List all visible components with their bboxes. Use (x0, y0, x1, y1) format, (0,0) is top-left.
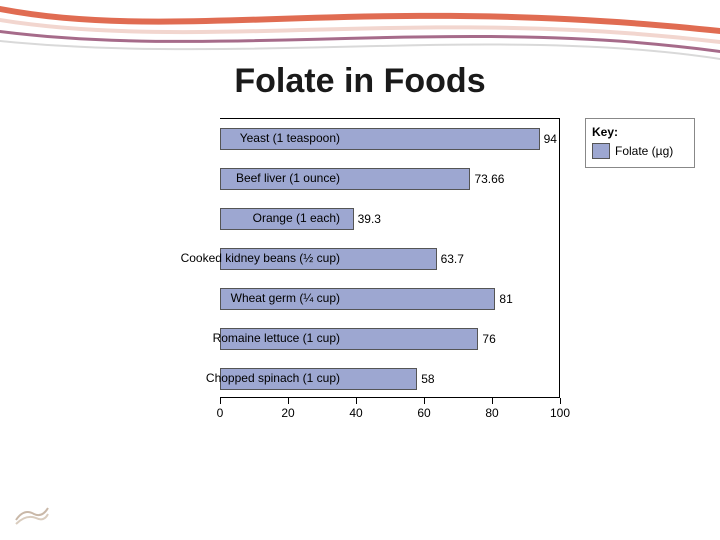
x-tick-label: 100 (550, 406, 570, 420)
x-tick (492, 398, 493, 404)
bar-value: 63.7 (437, 248, 464, 270)
category-label: Wheat germ (¼ cup) (180, 287, 340, 309)
x-tick-label: 40 (349, 406, 362, 420)
legend-item: Folate (µg) (592, 143, 688, 159)
page-title: Folate in Foods (0, 62, 720, 101)
category-label: Cooked kidney beans (½ cup) (180, 247, 340, 269)
bar-value: 58 (417, 368, 434, 390)
x-tick-label: 80 (485, 406, 498, 420)
x-axis: 020406080100 (220, 398, 560, 418)
legend-swatch (592, 143, 610, 159)
x-tick (288, 398, 289, 404)
x-tick (356, 398, 357, 404)
bar-value: 81 (495, 288, 512, 310)
header-swoosh (0, 0, 720, 70)
bar-value: 76 (478, 328, 495, 350)
x-tick-label: 20 (281, 406, 294, 420)
category-label: Yeast (1 teaspoon) (180, 127, 340, 149)
legend-title: Key: (592, 125, 688, 139)
legend: Key: Folate (µg) (585, 118, 695, 168)
bar-value: 73.66 (470, 168, 504, 190)
category-label: Romaine lettuce (1 cup) (180, 327, 340, 349)
corner-decoration-icon (14, 500, 50, 528)
category-label: Beef liver (1 ounce) (180, 167, 340, 189)
category-label: Orange (1 each) (180, 207, 340, 229)
x-tick-label: 0 (217, 406, 224, 420)
bar-value: 94 (540, 128, 557, 150)
x-tick (220, 398, 221, 404)
category-label: Chopped spinach (1 cup) (180, 367, 340, 389)
x-tick (560, 398, 561, 404)
x-tick-label: 60 (417, 406, 430, 420)
legend-label: Folate (µg) (615, 144, 673, 158)
x-tick (424, 398, 425, 404)
bar-value: 39.3 (354, 208, 381, 230)
